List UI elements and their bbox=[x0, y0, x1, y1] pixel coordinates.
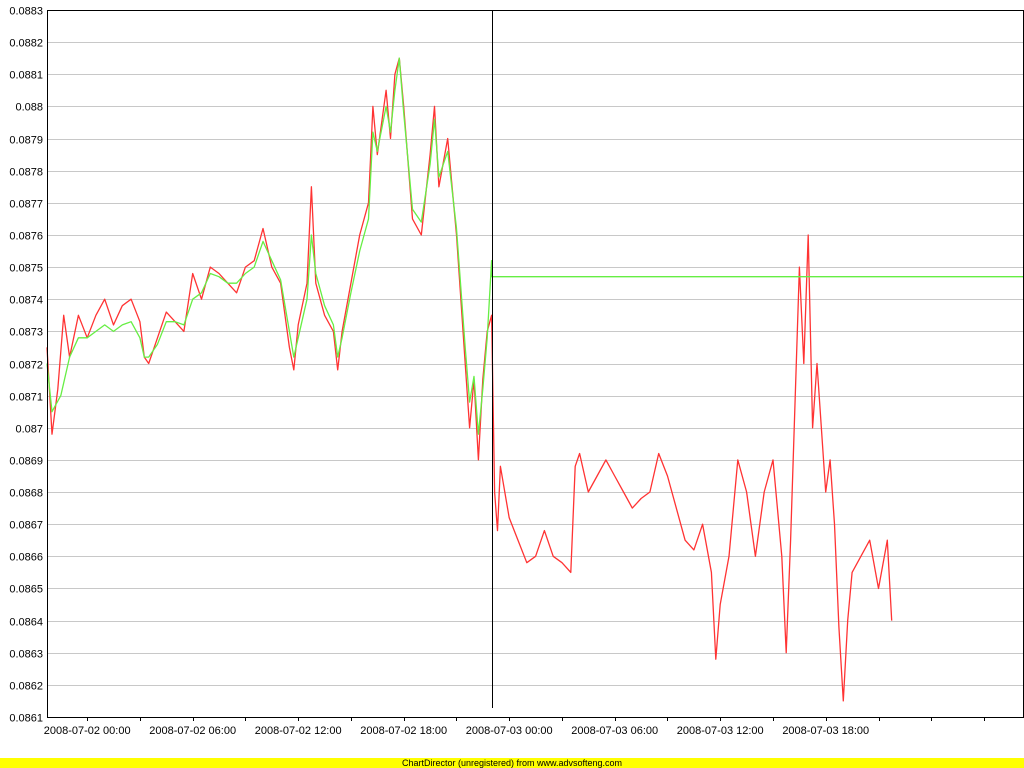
y-tick-label: 0.0875 bbox=[9, 263, 43, 275]
x-tick-label: 2008-07-03 18:00 bbox=[782, 725, 869, 737]
y-tick-label: 0.0868 bbox=[9, 488, 43, 500]
y-tick-label: 0.0879 bbox=[9, 135, 43, 147]
y-tick-label: 0.0873 bbox=[9, 327, 43, 339]
x-tick-label: 2008-07-03 12:00 bbox=[677, 725, 764, 737]
y-tick-label: 0.0874 bbox=[9, 295, 43, 307]
y-tick-label: 0.0876 bbox=[9, 231, 43, 243]
y-tick-label: 0.0863 bbox=[9, 649, 43, 661]
y-tick-label: 0.0867 bbox=[9, 520, 43, 532]
series-line-1 bbox=[46, 57, 893, 702]
x-tick-label: 2008-07-02 00:00 bbox=[44, 725, 131, 737]
x-tick-label: 2008-07-03 00:00 bbox=[466, 725, 553, 737]
y-tick-label: 0.087 bbox=[15, 424, 43, 436]
x-tick-label: 2008-07-02 06:00 bbox=[149, 725, 236, 737]
chartdirector-footer: ChartDirector (unregistered) from www.ad… bbox=[0, 758, 1024, 768]
y-tick-label: 0.0862 bbox=[9, 681, 43, 693]
y-tick-label: 0.0871 bbox=[9, 392, 43, 404]
y-tick-label: 0.0882 bbox=[9, 38, 43, 50]
x-tick-label: 2008-07-02 12:00 bbox=[255, 725, 342, 737]
y-tick-label: 0.0877 bbox=[9, 199, 43, 211]
y-tick-label: 0.0865 bbox=[9, 584, 43, 596]
y-tick-label: 0.0872 bbox=[9, 360, 43, 372]
gridlines bbox=[47, 10, 1023, 718]
y-tick-label: 0.0861 bbox=[9, 713, 43, 725]
y-tick-label: 0.0866 bbox=[9, 552, 43, 564]
x-tick-label: 2008-07-03 06:00 bbox=[571, 725, 658, 737]
y-axis-tick-labels: 0.0861 0.0862 0.0863 0.0864 0.0865 0.0866 0.08… bbox=[9, 6, 43, 725]
y-tick-label: 0.0864 bbox=[9, 617, 43, 629]
footer-text: ChartDirector (unregistered) from www.ad… bbox=[401, 758, 623, 768]
x-axis-tick-labels: 2008-07-02 00:00 2008-07-02 06:00 2008-07-… bbox=[44, 725, 869, 737]
series-lines bbox=[46, 57, 1023, 702]
y-tick-label: 0.0878 bbox=[9, 167, 43, 179]
series-line-2 bbox=[46, 57, 1023, 435]
y-tick-label: 0.0881 bbox=[9, 70, 43, 82]
y-tick-label: 0.088 bbox=[15, 102, 43, 114]
y-tick-label: 0.0883 bbox=[9, 6, 43, 18]
y-tick-label: 0.0869 bbox=[9, 456, 43, 468]
x-tick-label: 2008-07-02 18:00 bbox=[360, 725, 447, 737]
